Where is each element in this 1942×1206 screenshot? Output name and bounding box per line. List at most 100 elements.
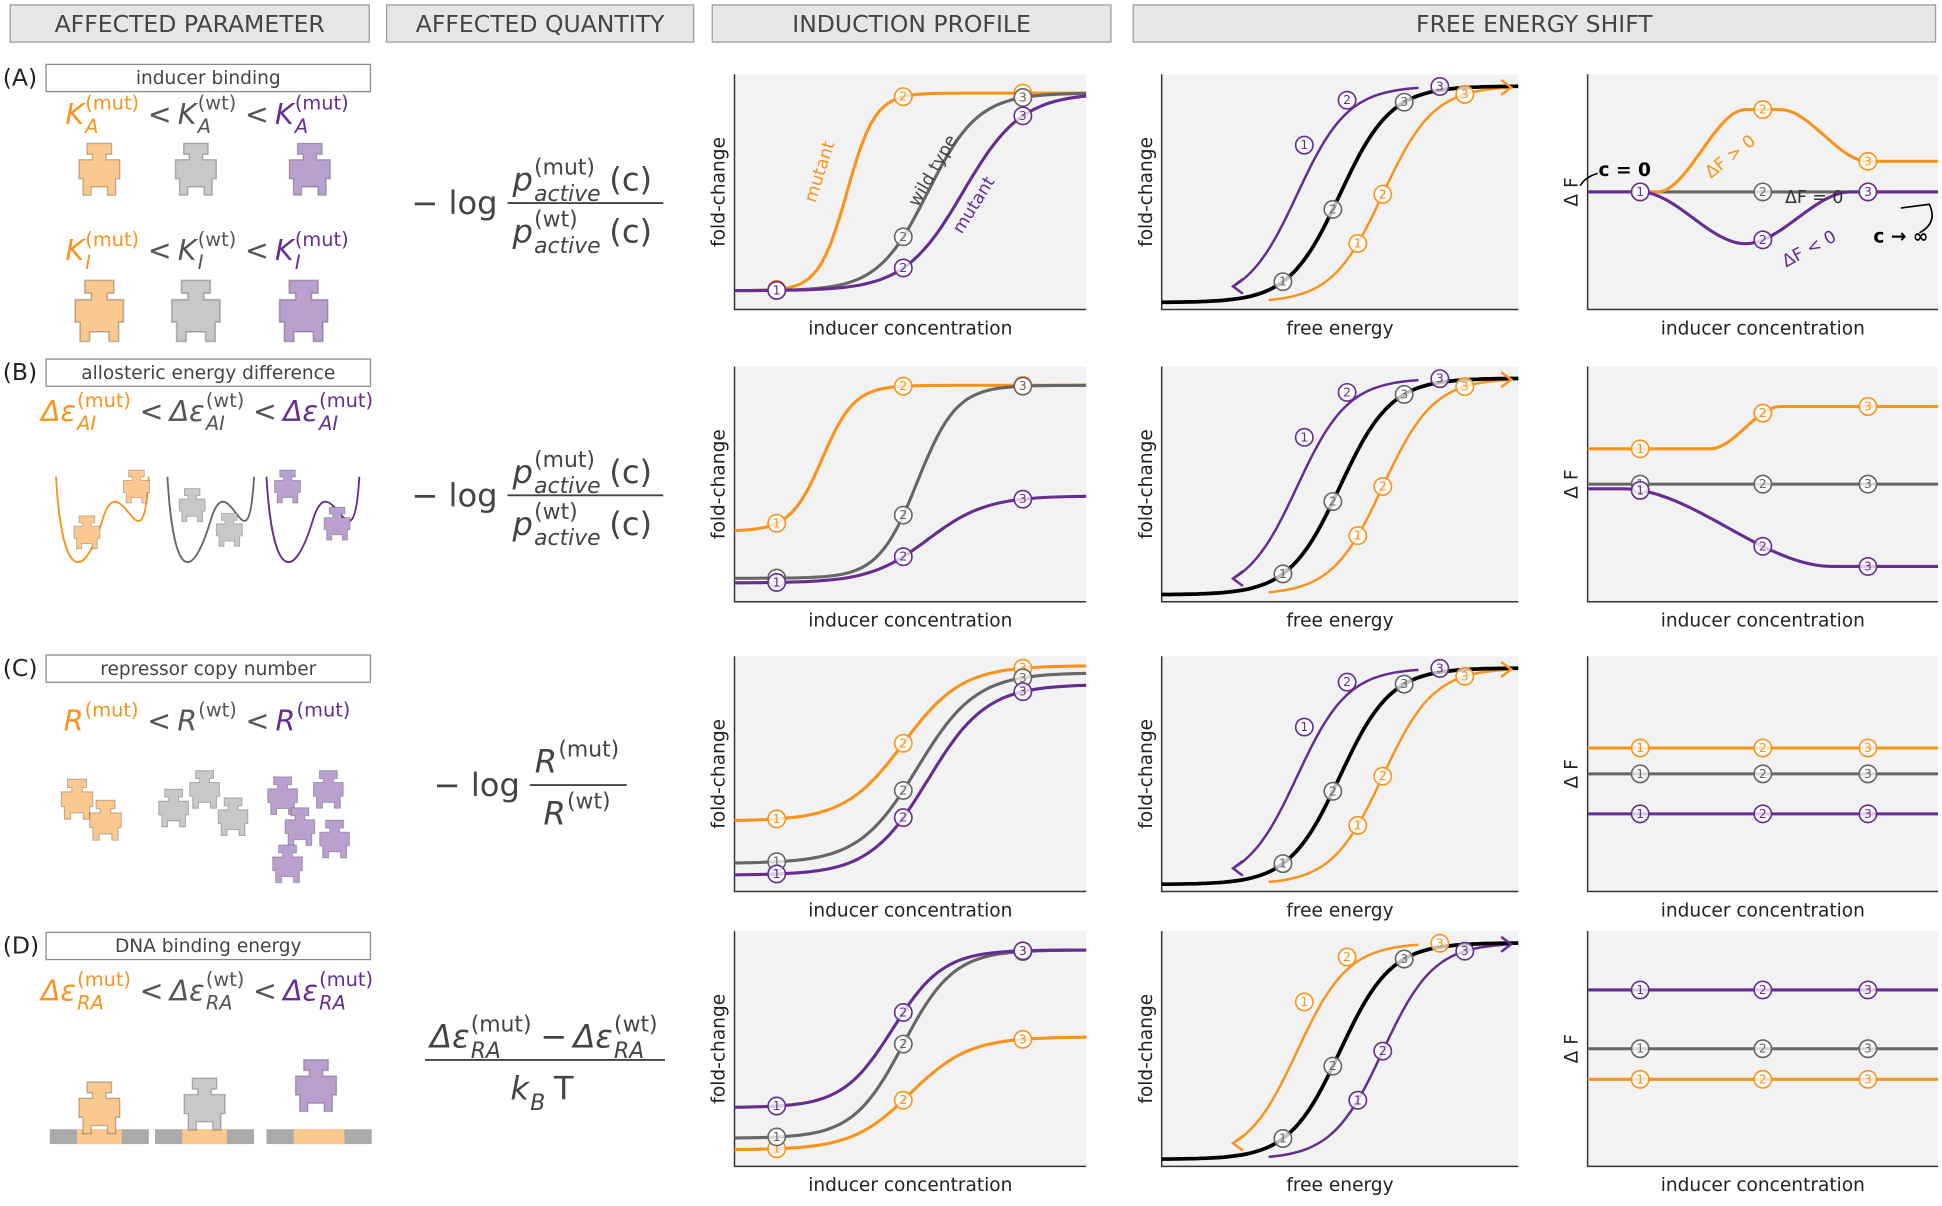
- arrow-head: [1230, 1134, 1244, 1152]
- marker: [1858, 557, 1878, 576]
- marker-label: 1: [773, 867, 781, 881]
- marker: [893, 1034, 913, 1054]
- marker-label: 3: [1019, 109, 1027, 123]
- marker: [1430, 658, 1450, 678]
- marker-label: 3: [1864, 154, 1872, 168]
- x-axis-label: inducer concentration: [1661, 900, 1865, 921]
- math-subscript: AI: [317, 412, 338, 435]
- math-superscript: (mut): [297, 698, 351, 721]
- marker-label: 2: [1379, 769, 1387, 783]
- repressor-shape: [288, 142, 331, 196]
- math-superscript: (wt): [567, 790, 611, 815]
- marker-label: 1: [773, 1099, 781, 1113]
- math-superscript: (mut): [77, 389, 131, 412]
- marker-label: 2: [1759, 767, 1767, 781]
- marker: [1858, 1069, 1878, 1089]
- math-operator: T: [553, 1070, 574, 1108]
- repressor-shape: [189, 770, 220, 809]
- marker-label: 1: [773, 1142, 781, 1156]
- marker: [1373, 184, 1393, 204]
- marker: [767, 280, 787, 300]
- curve: [1232, 668, 1419, 870]
- math-operator: (c): [609, 505, 652, 543]
- header: AFFECTED QUANTITY: [416, 10, 665, 38]
- marker: [767, 1127, 787, 1147]
- marker: [1753, 474, 1773, 494]
- repressor-shape: [74, 279, 125, 343]
- repressor-icon: [89, 799, 122, 841]
- math-operator: <: [245, 705, 269, 738]
- math-subscript: AI: [75, 412, 96, 435]
- parameter-label: repressor copy number: [100, 659, 316, 680]
- math-symbol: Δε: [427, 1018, 469, 1056]
- marker-label: 2: [1759, 983, 1767, 997]
- parameter-label: inducer binding: [136, 68, 281, 89]
- marker-label: 2: [899, 508, 907, 522]
- marker: [1430, 933, 1450, 953]
- marker-label: 3: [1461, 944, 1469, 958]
- inequality: K (mut)A < K (wt)A < K (mut)A: [65, 92, 348, 138]
- annotation-arrow: [1579, 172, 1598, 187]
- math-subscript: active: [534, 526, 600, 551]
- row-letter: (B): [3, 358, 37, 386]
- math-subscript: RA: [206, 992, 233, 1015]
- marker: [893, 258, 913, 278]
- marker: [1323, 1056, 1343, 1076]
- repressor-icon: [183, 1077, 226, 1131]
- marker-label: 3: [1436, 79, 1444, 93]
- marker: [1373, 1041, 1393, 1061]
- math-subscript: A: [196, 115, 211, 138]
- marker-label: 3: [1019, 661, 1027, 675]
- marker-label: 1: [773, 283, 781, 297]
- marker-label: 3: [1436, 661, 1444, 675]
- x-axis-label: free energy: [1286, 318, 1393, 339]
- marker-label: 1: [1279, 567, 1287, 581]
- repressor-shape: [78, 142, 121, 196]
- curve: [1232, 86, 1419, 288]
- y-axis-label: fold-change: [709, 994, 730, 1104]
- y-axis-label: fold-change: [1136, 994, 1157, 1104]
- math-symbol: k: [510, 1070, 530, 1108]
- math-superscript: (mut): [534, 448, 595, 473]
- repressor-icon: [284, 807, 316, 846]
- math-symbol: R: [276, 705, 296, 738]
- repressor-icon: [178, 488, 206, 522]
- repressor-shape: [170, 279, 221, 343]
- marker-label: 3: [1019, 944, 1027, 958]
- marker-label: 3: [1864, 399, 1872, 413]
- marker-label: 1: [1636, 1042, 1644, 1056]
- numerator: R (mut): [535, 738, 619, 781]
- marker-label: 3: [1400, 952, 1408, 966]
- marker-label: 3: [1461, 380, 1469, 394]
- x-axis-label: inducer concentration: [808, 611, 1012, 632]
- marker-label: 1: [1636, 442, 1644, 456]
- marker: [893, 87, 913, 107]
- marker: [893, 547, 913, 567]
- marker: [1753, 403, 1773, 423]
- marker: [1630, 1039, 1650, 1059]
- math-symbol: Δε: [168, 974, 205, 1007]
- repressor-icon: [288, 142, 331, 196]
- axes: [733, 931, 1087, 1168]
- math-symbol: R: [535, 743, 557, 781]
- repressor-icon: [267, 776, 298, 815]
- math-operator: <: [140, 974, 164, 1007]
- marker-label: 1: [1636, 185, 1644, 199]
- denominator: p (wt)active (c): [511, 500, 652, 551]
- y-axis-label: fold-change: [709, 719, 730, 829]
- x-axis-label: inducer concentration: [1661, 1175, 1865, 1196]
- marker-label: 3: [1864, 477, 1872, 491]
- marker: [1337, 672, 1357, 692]
- x-axis-label: inducer concentration: [808, 1175, 1012, 1196]
- marker-label: 1: [1636, 1072, 1644, 1086]
- marker-label: 2: [1759, 103, 1767, 117]
- marker-label: 1: [1354, 818, 1362, 832]
- marker-label: 2: [899, 261, 907, 275]
- marker: [1858, 1039, 1878, 1059]
- math-symbol: Δε: [39, 395, 76, 428]
- marker-label: 1: [1354, 1093, 1362, 1107]
- annotation: ΔF = 0: [1785, 188, 1843, 208]
- marker-label: 3: [1019, 685, 1027, 699]
- y-axis-label: Δ F: [1562, 1034, 1583, 1063]
